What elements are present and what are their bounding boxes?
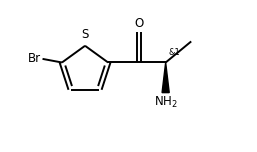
Text: S: S xyxy=(81,28,89,41)
Text: NH$_2$: NH$_2$ xyxy=(154,95,178,110)
Text: O: O xyxy=(134,17,143,30)
Text: Br: Br xyxy=(28,52,41,65)
Polygon shape xyxy=(162,62,169,93)
Text: &1: &1 xyxy=(168,48,180,57)
